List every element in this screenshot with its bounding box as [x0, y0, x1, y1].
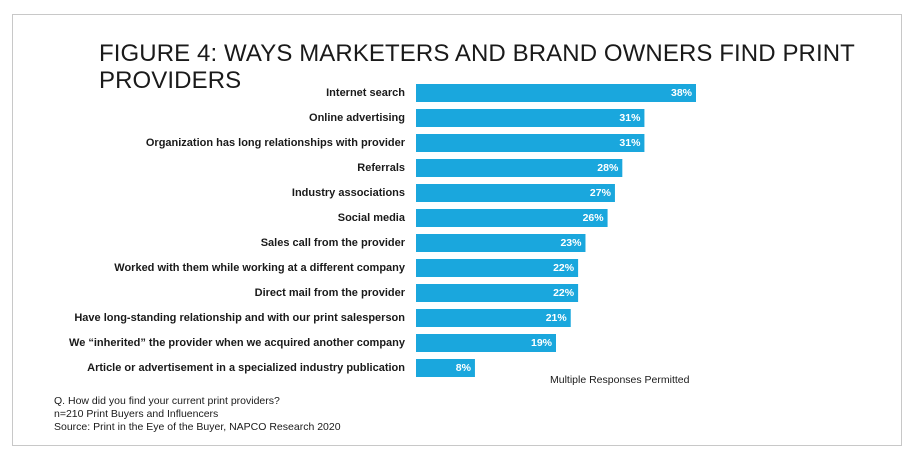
- data-label: 19%: [531, 337, 553, 349]
- bar: [416, 284, 579, 302]
- data-label: 22%: [553, 287, 575, 299]
- bar: [416, 159, 623, 177]
- data-label: 28%: [597, 162, 619, 174]
- chart-footer: Q. How did you find your current print p…: [54, 395, 341, 434]
- category-label: Worked with them while working at a diff…: [114, 262, 406, 274]
- bar: [416, 309, 571, 327]
- bar: [416, 359, 475, 377]
- footer-sample: n=210 Print Buyers and Influencers: [54, 408, 219, 420]
- bar: [416, 209, 608, 227]
- category-label: Social media: [338, 212, 406, 224]
- data-label: 22%: [553, 262, 575, 274]
- bar: [416, 109, 645, 127]
- footer-question: Q. How did you find your current print p…: [54, 395, 280, 407]
- category-label: Article or advertisement in a specialize…: [87, 362, 405, 374]
- chart-note: Multiple Responses Permitted: [550, 374, 690, 386]
- category-label: Sales call from the provider: [261, 237, 406, 249]
- bar: [416, 184, 615, 202]
- bar: [416, 259, 579, 277]
- category-label: Internet search: [326, 87, 405, 99]
- category-label: Organization has long relationships with…: [146, 137, 406, 149]
- bar: [416, 84, 696, 102]
- category-label: Referrals: [357, 162, 405, 174]
- data-label: 21%: [546, 312, 568, 324]
- category-label: Industry associations: [292, 187, 405, 199]
- data-label: 31%: [619, 112, 641, 124]
- bar: [416, 134, 645, 152]
- category-label: We “inherited” the provider when we acqu…: [69, 337, 406, 349]
- bar: [416, 234, 586, 252]
- data-label: 8%: [456, 362, 472, 374]
- data-label: 38%: [671, 87, 693, 99]
- bar: [416, 334, 556, 352]
- data-label: 27%: [590, 187, 612, 199]
- data-label: 23%: [560, 237, 582, 249]
- data-label: 26%: [583, 212, 605, 224]
- category-label: Online advertising: [309, 112, 405, 124]
- category-label: Direct mail from the provider: [255, 287, 406, 299]
- chart-title: FIGURE 4: WAYS MARKETERS AND BRAND OWNER…: [99, 40, 855, 94]
- footer-source: Source: Print in the Eye of the Buyer, N…: [54, 421, 341, 433]
- data-label: 31%: [619, 137, 641, 149]
- category-label: Have long-standing relationship and with…: [74, 312, 405, 324]
